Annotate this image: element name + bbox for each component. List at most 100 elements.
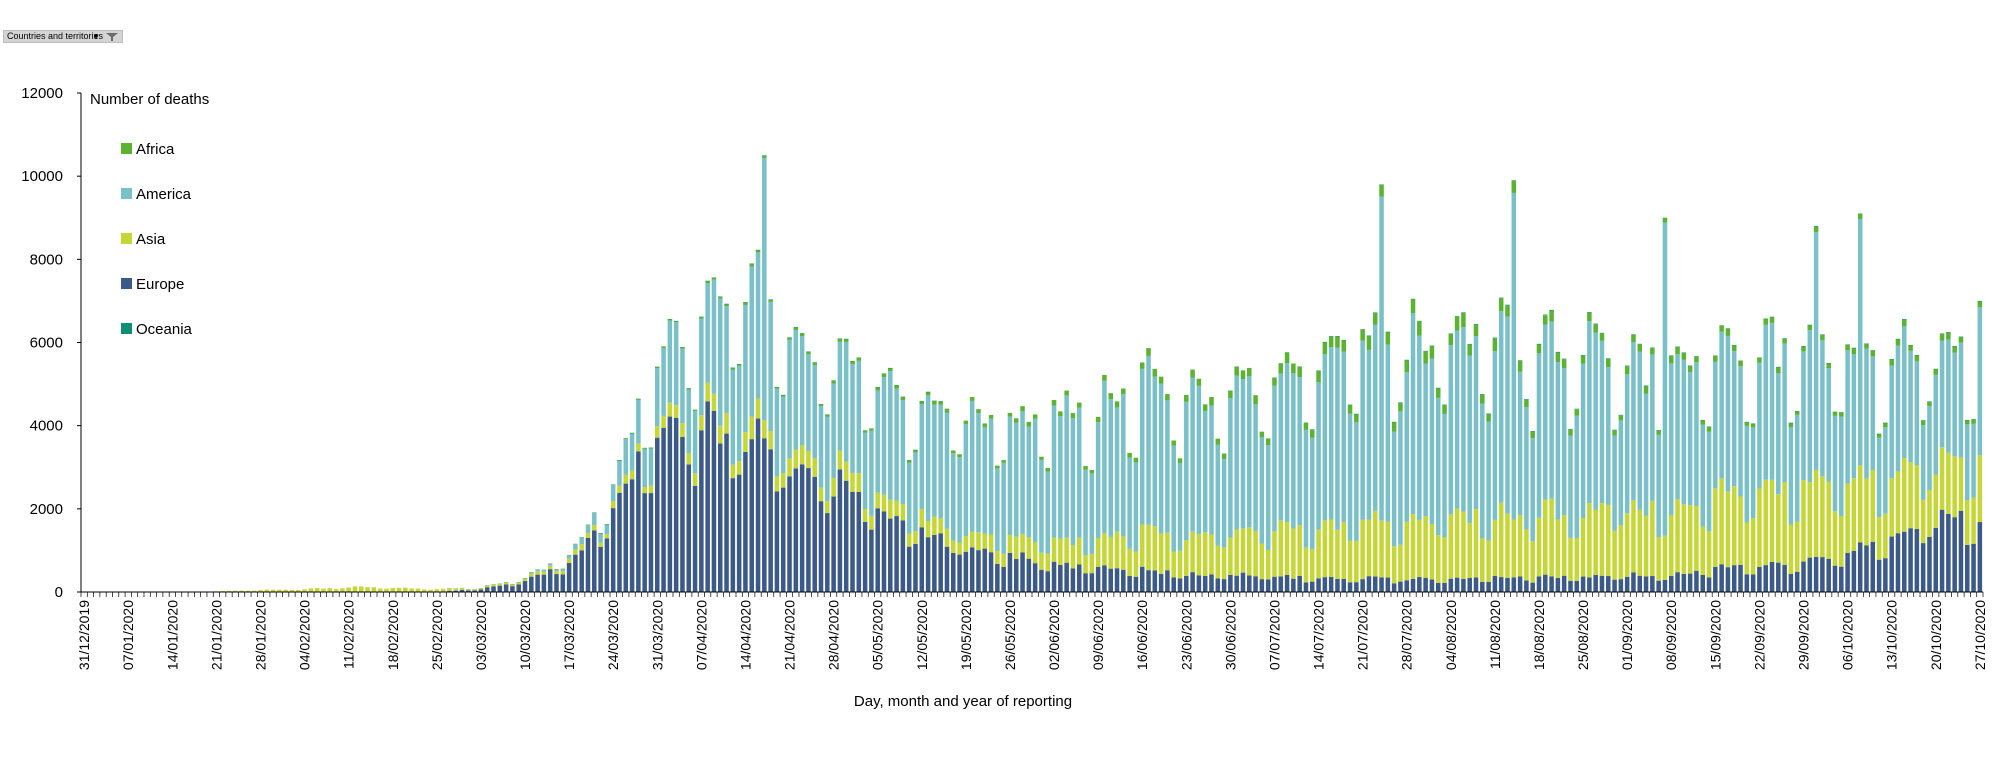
- bar-europe: [1473, 577, 1479, 592]
- bar-asia: [1902, 458, 1907, 532]
- bar-oceania: [1624, 365, 1630, 367]
- bar-asia: [1694, 505, 1699, 571]
- countries-filter-button[interactable]: Countries and territories ▼: [3, 30, 123, 43]
- bar-asia: [566, 558, 572, 564]
- bar-asia: [1763, 479, 1768, 566]
- bar-america: [1971, 423, 1976, 498]
- bar-africa: [1272, 377, 1277, 386]
- bar-america: [894, 388, 899, 501]
- bar-europe: [554, 574, 559, 592]
- bar-america: [1914, 361, 1920, 466]
- bar-europe: [629, 479, 635, 592]
- bar-america: [793, 329, 799, 450]
- bar-africa: [1146, 348, 1151, 356]
- x-tick-label: 14/01/2020: [164, 600, 180, 670]
- bar-europe: [610, 508, 616, 592]
- bar-america: [774, 388, 780, 477]
- bar-oceania: [1511, 180, 1517, 181]
- bar-africa: [1813, 226, 1819, 232]
- bar-america: [1398, 411, 1403, 545]
- bar-asia: [862, 509, 868, 522]
- bar-america: [944, 412, 950, 529]
- bar-america: [648, 448, 654, 486]
- bar-america: [875, 390, 880, 493]
- bar-europe: [1184, 575, 1189, 592]
- bar-asia: [768, 430, 773, 450]
- bar-america: [1410, 313, 1416, 515]
- bar-america: [1738, 366, 1743, 497]
- bar-africa: [1725, 328, 1731, 336]
- bar-asia: [1209, 534, 1214, 575]
- bar-asia: [969, 531, 975, 548]
- bar-america: [1820, 340, 1825, 477]
- bar-america: [1876, 437, 1882, 518]
- bar-africa: [1511, 180, 1517, 193]
- bar-europe: [1517, 576, 1523, 592]
- bar-america: [1121, 394, 1126, 537]
- bar-america: [743, 304, 748, 433]
- x-tick-label: 16/06/2020: [1134, 600, 1150, 670]
- bar-asia: [780, 473, 786, 488]
- bar-america: [736, 365, 742, 462]
- bar-america: [1650, 354, 1655, 501]
- bar-america: [686, 389, 692, 454]
- bar-europe: [969, 547, 975, 592]
- bar-europe: [730, 478, 736, 592]
- bar-asia: [1303, 547, 1309, 583]
- bar-asia: [1366, 519, 1372, 577]
- bar-europe: [1196, 575, 1202, 592]
- bar-africa: [957, 454, 962, 458]
- bar-america: [579, 537, 584, 545]
- bar-europe: [623, 483, 629, 592]
- bar-asia: [1832, 511, 1838, 566]
- bar-africa: [1788, 422, 1794, 428]
- bar-asia: [888, 499, 893, 519]
- bar-africa: [1731, 345, 1737, 352]
- bar-america: [862, 432, 868, 510]
- bar-asia: [1253, 530, 1258, 577]
- bar-asia: [1095, 538, 1101, 567]
- bar-america: [1599, 340, 1605, 504]
- bar-asia: [1927, 489, 1932, 537]
- bar-africa: [1826, 363, 1831, 369]
- bar-europe: [881, 511, 887, 592]
- bar-europe: [1020, 552, 1025, 592]
- bar-europe: [1051, 561, 1057, 592]
- bar-africa: [1958, 336, 1964, 343]
- bar-europe: [1360, 579, 1365, 592]
- bar-asia: [1297, 525, 1302, 576]
- bar-africa: [1076, 402, 1082, 408]
- bar-africa: [1763, 318, 1768, 325]
- bar-america: [1335, 347, 1340, 530]
- y-tick-label: 8000: [30, 251, 63, 268]
- bar-asia: [1385, 521, 1391, 578]
- x-tick-label: 04/08/2020: [1443, 600, 1459, 670]
- bar-europe: [1914, 528, 1920, 592]
- bar-europe: [1240, 572, 1246, 592]
- bar-africa: [1606, 358, 1611, 368]
- bar-europe: [1757, 566, 1762, 592]
- bar-asia: [1971, 497, 1976, 544]
- bar-europe: [1776, 562, 1781, 592]
- x-tick-label: 18/08/2020: [1531, 600, 1547, 670]
- bar-asia: [749, 416, 754, 440]
- bar-europe: [1127, 576, 1132, 592]
- bar-africa: [995, 465, 1000, 469]
- bar-asia: [340, 588, 345, 592]
- bar-europe: [1731, 565, 1737, 592]
- bar-asia: [478, 588, 484, 590]
- bar-asia: [554, 571, 559, 575]
- x-tick-label: 14/04/2020: [737, 600, 753, 670]
- bar-asia: [982, 533, 988, 549]
- bar-africa: [680, 347, 685, 349]
- bar-asia: [1517, 514, 1523, 577]
- bar-europe: [1114, 568, 1120, 592]
- bar-africa: [1574, 409, 1580, 416]
- bar-asia: [1769, 479, 1775, 562]
- bar-africa: [1417, 321, 1422, 336]
- bar-america: [1939, 340, 1945, 448]
- bar-asia: [1360, 519, 1365, 580]
- bar-america: [1240, 379, 1246, 529]
- bar-asia: [1750, 518, 1756, 575]
- bar-africa: [1385, 331, 1391, 345]
